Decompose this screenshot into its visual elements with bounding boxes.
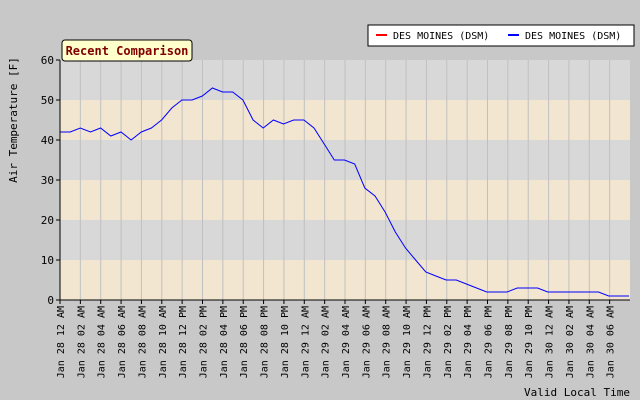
- y-tick-labels: 0 10 20 30 40 50 60: [41, 54, 60, 307]
- legend: DES MOINES (DSM) DES MOINES (DSM): [367, 24, 635, 47]
- x-axis-label: Valid Local Time: [524, 386, 630, 399]
- title-box: Recent Comparison: [61, 39, 193, 62]
- x-tick-labels: Jan 28 12 AM Jan 28 02 AM Jan 28 04 AM Jan …: [56, 300, 617, 378]
- x-tick-label: Jan 28 10 PM: [280, 306, 291, 378]
- x-tick-label: Jan 28 06 PM: [239, 306, 250, 378]
- x-tick-label: Jan 29 04 AM: [341, 306, 352, 378]
- x-tick-label: Jan 30 02 AM: [565, 306, 576, 378]
- series-line-2: [60, 87, 629, 297]
- x-tick-label: Jan 28 08 PM: [260, 306, 271, 378]
- grid-lines: [59, 60, 611, 300]
- y-tick-label: 60: [41, 54, 54, 67]
- y-tick-label: 40: [41, 134, 54, 147]
- x-tick-label: Jan 29 12 PM: [422, 306, 433, 378]
- x-tick-label: Jan 28 10 AM: [158, 306, 169, 378]
- chart-title: Recent Comparison: [66, 44, 189, 58]
- x-tick-label: Jan 28 02 AM: [76, 306, 87, 378]
- x-tick-label: Jan 28 12 AM: [56, 306, 67, 378]
- y-tick-label: 20: [41, 214, 54, 227]
- x-tick-label: Jan 29 02 AM: [321, 306, 332, 378]
- x-tick-label: Jan 28 02 PM: [199, 306, 210, 378]
- x-tick-label: Jan 28 04 AM: [97, 306, 108, 378]
- x-tick-label: Jan 29 06 PM: [484, 306, 495, 378]
- y-axis-label: Air Temperature [F]: [7, 57, 20, 183]
- y-tick-label: 10: [41, 254, 54, 267]
- series-lines: [60, 87, 629, 297]
- x-tick-label: Jan 30 04 AM: [585, 306, 596, 378]
- x-tick-label: Jan 29 06 AM: [361, 306, 372, 378]
- x-tick-label: Jan 29 12 AM: [300, 306, 311, 378]
- x-tick-label: Jan 29 04 PM: [463, 306, 474, 378]
- x-tick-label: Jan 30 12 AM: [545, 306, 556, 378]
- x-tick-label: Jan 29 08 AM: [382, 306, 393, 378]
- y-tick-label: 50: [41, 94, 54, 107]
- x-tick-label: Jan 29 10 AM: [402, 306, 413, 378]
- legend-label-2: DES MOINES (DSM): [525, 31, 621, 42]
- y-tick-label: 0: [47, 294, 54, 307]
- x-tick-label: Jan 28 12 PM: [178, 306, 189, 378]
- x-tick-label: Jan 30 06 AM: [606, 306, 617, 378]
- x-tick-label: Jan 28 06 AM: [117, 306, 128, 378]
- x-tick-label: Jan 29 02 PM: [443, 306, 454, 378]
- x-tick-label: Jan 29 08 PM: [504, 306, 515, 378]
- x-tick-label: Jan 28 04 PM: [219, 306, 230, 378]
- legend-label-1: DES MOINES (DSM): [393, 31, 489, 42]
- x-tick-label: Jan 28 08 AM: [137, 306, 148, 378]
- y-tick-label: 30: [41, 174, 54, 187]
- x-tick-label: Jan 29 10 PM: [524, 306, 535, 378]
